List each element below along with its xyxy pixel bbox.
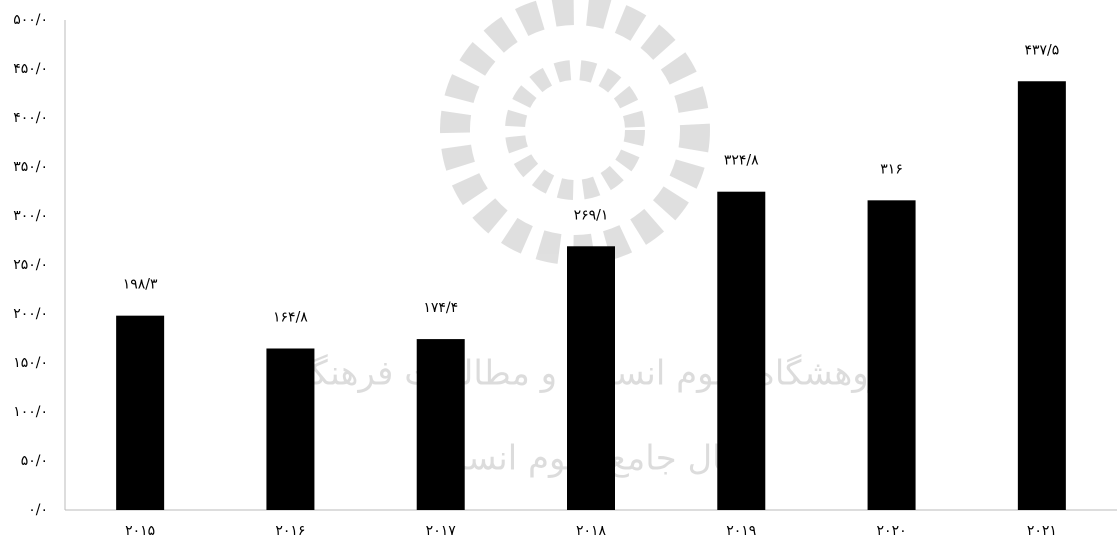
- y-tick-label: ۱۰۰/۰: [13, 404, 48, 420]
- x-tick-label: ۲۰۱۹: [726, 523, 756, 539]
- x-tick-label: ۲۰۱۸: [576, 523, 607, 539]
- y-tick-label: ۰/۰: [28, 502, 48, 518]
- bar: [1017, 81, 1066, 510]
- bar: [416, 339, 465, 510]
- y-tick-label: ۴۰۰/۰: [13, 110, 48, 126]
- x-tick-label: ۲۰۲۱: [1027, 523, 1057, 539]
- y-tick-label: ۳۵۰/۰: [13, 159, 48, 175]
- bar: [567, 246, 615, 511]
- x-tick-label: ۲۰۱۶: [275, 523, 305, 539]
- data-label: ۳۱۶: [880, 161, 903, 177]
- data-label: ۱۹۸/۳: [123, 277, 158, 293]
- bar: [717, 191, 766, 511]
- y-tick-label: ۵۰/۰: [21, 453, 48, 469]
- y-tick-label: ۲۵۰/۰: [13, 257, 48, 273]
- y-tick-label: ۵۰۰/۰: [13, 12, 48, 28]
- bar: [116, 315, 165, 510]
- x-tick-label: ۲۰۲۰: [877, 523, 907, 539]
- x-tick-label: ۲۰۱۷: [426, 523, 457, 539]
- data-label: ۲۶۹/۱: [574, 207, 609, 223]
- data-label: ۱۶۴/۸: [273, 309, 308, 325]
- y-tick-label: ۲۰۰/۰: [13, 306, 48, 322]
- data-label: ۴۳۷/۵: [1024, 42, 1059, 58]
- y-tick-label: ۴۵۰/۰: [13, 61, 48, 77]
- y-tick-label: ۱۵۰/۰: [13, 355, 48, 371]
- bar: [266, 348, 315, 510]
- x-tick-label: ۲۰۱۵: [125, 523, 155, 539]
- data-label: ۱۷۴/۴: [423, 300, 458, 316]
- bar: [867, 200, 916, 510]
- y-tick-label: ۳۰۰/۰: [13, 208, 48, 224]
- data-label: ۳۲۴/۸: [724, 153, 759, 169]
